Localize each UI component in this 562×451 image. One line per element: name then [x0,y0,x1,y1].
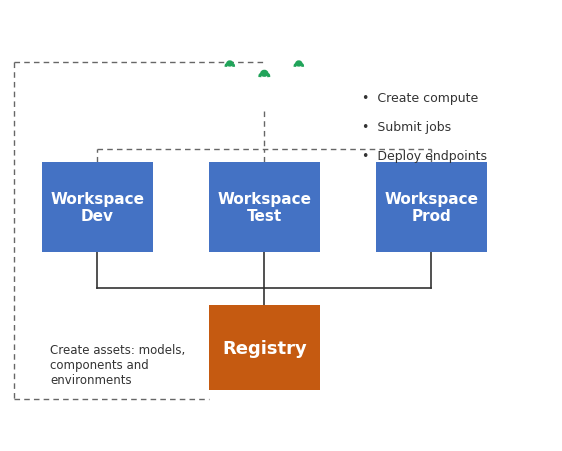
FancyBboxPatch shape [42,163,153,252]
Text: Workspace
Test: Workspace Test [217,192,311,224]
Text: Workspace
Prod: Workspace Prod [384,192,478,224]
Text: •  Create compute: • Create compute [362,92,478,105]
FancyBboxPatch shape [209,306,320,390]
Text: •  Deploy endpoints: • Deploy endpoints [362,150,487,163]
Text: Registry: Registry [222,339,307,357]
Text: Workspace
Dev: Workspace Dev [51,192,144,224]
Text: •  Submit jobs: • Submit jobs [362,121,451,134]
Text: Create assets: models,
components and
environments: Create assets: models, components and en… [50,344,185,387]
FancyBboxPatch shape [375,163,487,252]
FancyBboxPatch shape [209,163,320,252]
